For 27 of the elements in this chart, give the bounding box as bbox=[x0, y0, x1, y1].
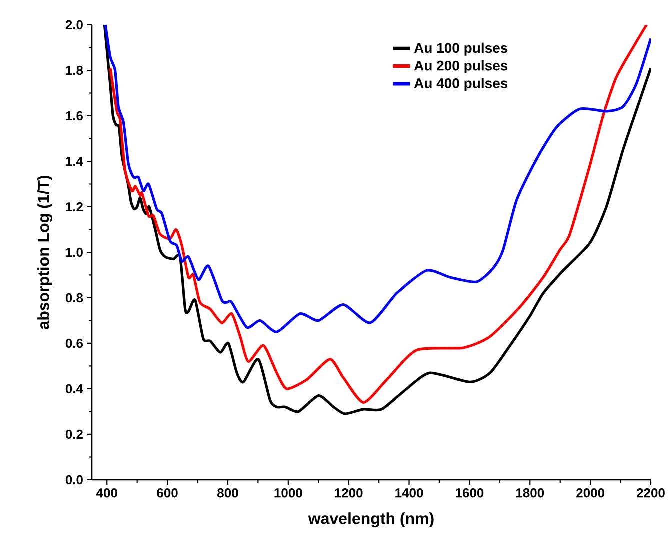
y-axis-title: absorption Log (1/T) bbox=[38, 176, 53, 330]
y-tick-label: 1.2 bbox=[66, 202, 83, 212]
x-axis-title: wavelength (nm) bbox=[308, 512, 434, 528]
y-tick-label: 1.8 bbox=[66, 66, 84, 76]
x-tick-label: 1200 bbox=[335, 488, 363, 498]
legend-label: Au 200 pulses bbox=[414, 60, 508, 74]
x-tick-label: 2000 bbox=[576, 488, 604, 498]
x-tick-label: 2200 bbox=[636, 488, 665, 498]
x-tick-label: 800 bbox=[218, 488, 238, 498]
legend-label: Au 100 pulses bbox=[414, 42, 508, 56]
line-series bbox=[104, 24, 651, 334]
y-tick-label: 0.0 bbox=[66, 475, 83, 485]
x-tick-label: 1000 bbox=[274, 488, 302, 498]
x-tick-label: 600 bbox=[157, 488, 178, 498]
x-tick-label: 400 bbox=[96, 488, 118, 498]
y-tick-label: 0.8 bbox=[66, 293, 84, 303]
y-tick-label: 1.4 bbox=[66, 157, 84, 166]
y-tick-label: 0.2 bbox=[66, 430, 83, 440]
y-tick-label: 0.6 bbox=[66, 338, 83, 348]
x-tick-label: 1600 bbox=[456, 488, 484, 498]
x-tick-label: 1400 bbox=[396, 488, 424, 498]
y-tick-label: 1.0 bbox=[66, 248, 83, 258]
y-tick-label: 1.6 bbox=[66, 111, 83, 121]
x-tick-label: 1800 bbox=[516, 488, 544, 498]
legend-label: Au 400 pulses bbox=[414, 78, 508, 92]
y-tick-label: 2.0 bbox=[66, 20, 83, 30]
y-tick-label: 0.4 bbox=[66, 384, 84, 394]
